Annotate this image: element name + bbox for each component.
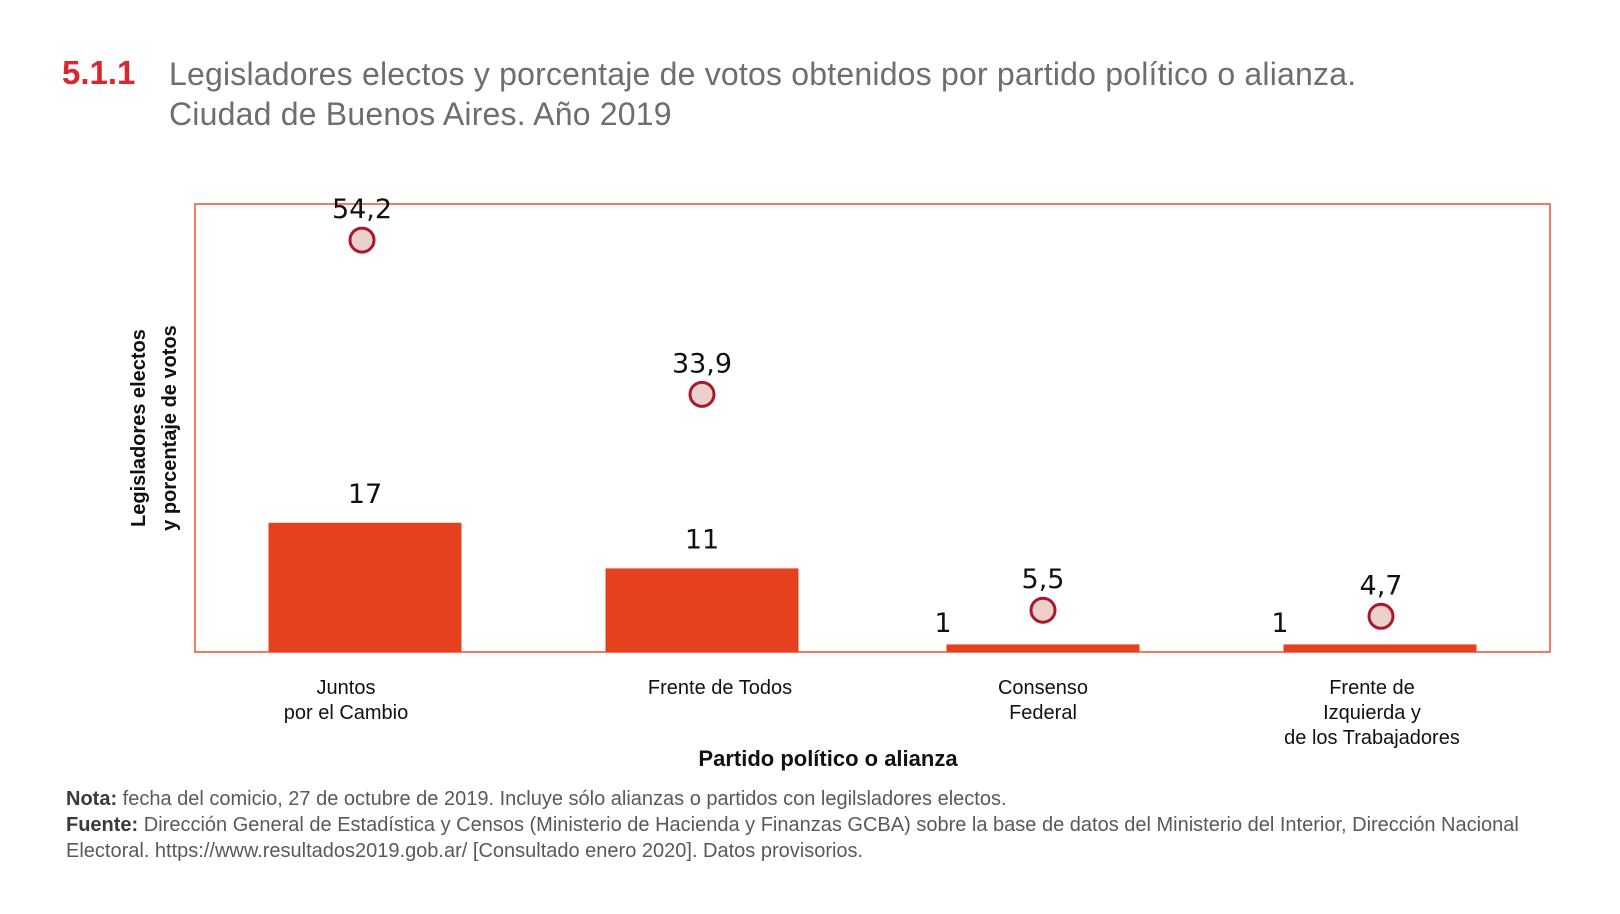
x-tick-label: Frente de Todos (648, 677, 792, 699)
vote-percentage-point (1367, 602, 1395, 630)
note-label: Nota: (66, 788, 118, 810)
chart-title-line-1: Legisladores electos y porcentaje de vot… (169, 56, 1357, 92)
x-tick-label: Frente de (1329, 677, 1415, 699)
x-tick-label: Izquierda y (1323, 702, 1421, 724)
vote-percentage-label: 4,7 (1360, 570, 1403, 601)
chart-title-line-2: Ciudad de Buenos Aires. Año 2019 (169, 96, 672, 132)
figure-number: 5.1.1 (62, 54, 136, 91)
x-tick-label: Juntos (317, 677, 376, 699)
vote-percentage-label: 33,9 (672, 348, 732, 379)
bar-value-label: 17 (348, 479, 382, 510)
vote-percentage-point (1029, 596, 1057, 624)
source-text: Dirección General de Estadística y Censo… (66, 814, 1519, 862)
y-axis-label-line-2: y porcentaje de votos (159, 325, 181, 531)
vote-percentage-label: 5,5 (1022, 564, 1065, 595)
note-text: fecha del comicio, 27 de octubre de 2019… (117, 788, 1007, 810)
chart-title: Legisladores electos y porcentaje de vot… (169, 54, 1569, 134)
bar (946, 644, 1140, 652)
vote-percentage-point (348, 226, 376, 254)
plot-frame (194, 203, 1551, 653)
bar (268, 522, 462, 652)
x-tick-label: Consenso (998, 677, 1088, 699)
vote-percentage-point (688, 380, 716, 408)
bar-scatter-chart: Legisladores electos y porcentaje de vot… (128, 194, 1551, 771)
bar-value-label: 1 (1271, 608, 1288, 639)
source-line: Fuente: Dirección General de Estadística… (66, 812, 1536, 864)
y-axis-label-line-1: Legisladores electos (128, 329, 150, 527)
x-tick-label: de los Trabajadores (1284, 727, 1460, 749)
x-tick-label: por el Cambio (284, 702, 409, 724)
vote-percentage-label: 54,2 (332, 194, 392, 225)
chart-notes: Nota: fecha del comicio, 27 de octubre d… (66, 786, 1536, 864)
x-tick-label: Federal (1009, 702, 1077, 724)
bar-value-label: 11 (685, 524, 719, 555)
source-label: Fuente: (66, 814, 139, 836)
bar (605, 568, 799, 652)
x-axis-label: Partido político o alianza (698, 746, 958, 771)
note-line: Nota: fecha del comicio, 27 de octubre d… (66, 786, 1536, 812)
bar (1283, 644, 1477, 652)
bar-value-label: 1 (934, 608, 951, 639)
